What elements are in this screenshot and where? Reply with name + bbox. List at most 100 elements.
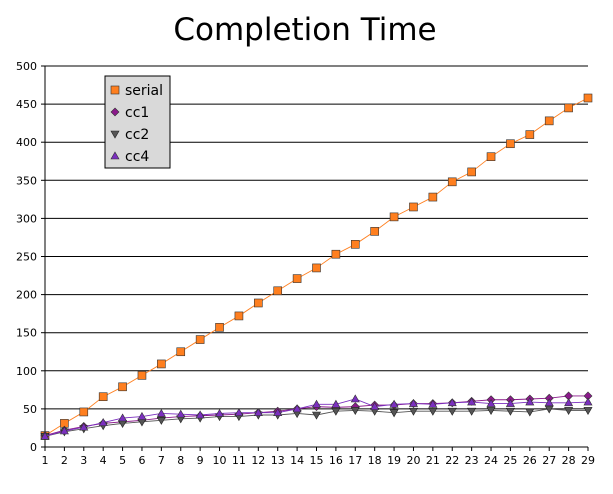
point-cc4-6 xyxy=(137,411,147,420)
chart-title: Completion Time xyxy=(173,12,436,48)
x-tick-label-18: 19 xyxy=(387,454,401,467)
y-tick-label-5: 250 xyxy=(16,251,37,264)
point-serial-27 xyxy=(544,116,554,126)
point-serial-13 xyxy=(273,286,283,296)
point-serial-5 xyxy=(118,382,127,392)
point-serial-9 xyxy=(195,335,205,344)
point-cc2-7 xyxy=(156,417,166,425)
x-tick-label-17: 18 xyxy=(368,454,382,467)
point-serial-14 xyxy=(292,274,302,283)
series-cc2 xyxy=(40,405,593,441)
point-serial-17 xyxy=(350,240,360,249)
series-serial xyxy=(40,93,593,440)
x-tick-label-10: 11 xyxy=(232,454,246,467)
legend-label-cc2: cc2 xyxy=(125,127,149,143)
point-cc4-10 xyxy=(215,408,225,417)
x-tick-label-24: 25 xyxy=(503,454,517,467)
x-tick-label-27: 28 xyxy=(562,454,576,467)
point-serial-6 xyxy=(137,371,147,380)
x-tick-label-14: 15 xyxy=(310,454,324,467)
point-cc4-5 xyxy=(118,413,128,422)
x-tick-label-5: 6 xyxy=(138,454,145,467)
x-tick-label-0: 1 xyxy=(42,454,49,467)
x-tick-label-12: 13 xyxy=(271,454,285,467)
point-serial-25 xyxy=(506,139,515,149)
point-cc2-20 xyxy=(408,407,418,416)
point-serial-16 xyxy=(331,249,341,259)
x-tick-label-4: 5 xyxy=(119,454,126,467)
point-cc4-13 xyxy=(273,408,283,417)
point-cc4-1 xyxy=(40,431,50,440)
point-cc2-24 xyxy=(486,407,496,416)
grid xyxy=(45,65,588,410)
legend-marker-cc4 xyxy=(110,151,120,160)
x-tick-label-9: 10 xyxy=(213,454,227,467)
point-cc4-9 xyxy=(195,410,205,419)
y-tick-label-4: 200 xyxy=(16,289,37,302)
point-serial-7 xyxy=(157,359,166,369)
point-serial-15 xyxy=(312,263,321,273)
x-tick-label-21: 22 xyxy=(445,454,459,467)
legend-label-cc1: cc1 xyxy=(125,105,149,121)
point-serial-19 xyxy=(389,212,399,222)
x-tick-label-25: 26 xyxy=(523,454,537,467)
point-cc4-15 xyxy=(311,399,322,408)
point-serial-29 xyxy=(583,93,593,103)
point-cc2-25 xyxy=(505,407,515,416)
point-cc4-2 xyxy=(59,426,69,435)
y-tick-label-8: 400 xyxy=(16,136,37,149)
y-tick-label-1: 50 xyxy=(23,403,37,416)
point-serial-18 xyxy=(370,227,379,236)
point-cc2-23 xyxy=(467,407,477,416)
point-cc2-19 xyxy=(389,409,399,418)
x-tick-label-13: 14 xyxy=(290,454,304,467)
point-cc4-26 xyxy=(525,397,535,406)
x-tick-label-28: 29 xyxy=(581,454,595,467)
point-cc2-29 xyxy=(583,407,593,416)
point-cc2-17 xyxy=(350,407,360,416)
legend: serial cc1 cc2 cc4 xyxy=(104,75,171,169)
point-cc4-22 xyxy=(447,398,457,407)
point-cc4-19 xyxy=(389,399,399,408)
x-tick-label-6: 7 xyxy=(158,454,165,467)
point-serial-23 xyxy=(467,167,476,177)
y-tick-label-2: 100 xyxy=(16,365,37,378)
point-serial-20 xyxy=(409,202,418,212)
point-cc4-28 xyxy=(564,398,574,407)
point-cc4-12 xyxy=(253,408,263,417)
legend-marker-serial xyxy=(110,85,120,95)
point-serial-8 xyxy=(176,347,186,357)
point-cc4-7 xyxy=(156,408,166,417)
y-tick-label-0: 0 xyxy=(30,441,37,454)
x-tick-label-7: 8 xyxy=(177,454,184,467)
x-tick-label-23: 24 xyxy=(484,454,498,467)
point-serial-10 xyxy=(215,323,224,332)
x-tick-label-2: 3 xyxy=(80,454,87,467)
point-cc2-28 xyxy=(564,407,574,416)
point-cc4-25 xyxy=(505,398,515,407)
point-cc2-15 xyxy=(311,411,322,420)
legend-marker-cc1 xyxy=(110,107,120,117)
point-cc4-17 xyxy=(350,394,360,403)
point-serial-26 xyxy=(525,130,535,139)
point-cc2-26 xyxy=(525,408,535,417)
series-layer xyxy=(40,93,593,441)
point-serial-24 xyxy=(486,152,496,161)
y-tick-label-7: 350 xyxy=(16,174,37,187)
point-cc2-16 xyxy=(331,407,341,416)
x-tick-label-20: 21 xyxy=(426,454,440,467)
y-tick-label-9: 450 xyxy=(16,98,37,111)
point-serial-4 xyxy=(98,392,108,402)
point-cc2-22 xyxy=(447,407,457,416)
point-cc4-8 xyxy=(176,409,186,418)
x-tick-label-11: 12 xyxy=(251,454,265,467)
x-tick-label-26: 27 xyxy=(542,454,556,467)
x-tick-label-22: 23 xyxy=(465,454,479,467)
point-serial-3 xyxy=(79,407,89,417)
point-cc4-23 xyxy=(467,397,477,406)
point-serial-11 xyxy=(234,311,244,321)
legend-label-cc4: cc4 xyxy=(125,149,149,165)
point-cc4-27 xyxy=(544,398,554,407)
